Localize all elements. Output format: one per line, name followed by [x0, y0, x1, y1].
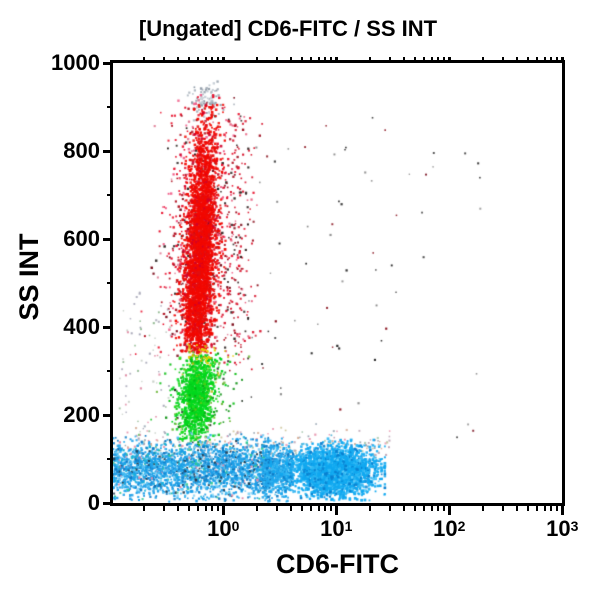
x-tick-label: 101: [320, 516, 353, 541]
x-major-tick: [447, 505, 451, 515]
x-top-tick: [324, 57, 327, 60]
x-axis-label: CD6-FITC: [276, 549, 399, 579]
x-top-tick: [550, 57, 553, 60]
plot-title: [Ungated] CD6-FITC / SS INT: [138, 16, 438, 41]
x-minor-tick: [437, 505, 440, 511]
x-top-tick: [204, 57, 207, 60]
x-minor-tick: [310, 505, 313, 511]
x-minor-tick: [502, 505, 505, 511]
x-top-tick: [556, 57, 559, 60]
x-top-tick: [188, 57, 191, 60]
y-major-tick: [103, 237, 113, 241]
x-minor-tick: [197, 505, 200, 511]
x-minor-tick: [276, 505, 279, 511]
x-top-tick: [276, 57, 279, 60]
x-minor-tick: [414, 505, 417, 511]
x-top-tick: [301, 57, 304, 60]
x-major-tick: [221, 505, 225, 515]
x-minor-tick: [177, 505, 180, 511]
x-top-tick: [560, 57, 564, 60]
x-minor-tick: [301, 505, 304, 511]
x-top-tick: [536, 57, 539, 60]
y-major-tick: [103, 501, 113, 505]
x-top-tick: [211, 57, 214, 60]
y-major-tick: [103, 325, 113, 329]
x-minor-tick: [330, 505, 333, 511]
scatter-canvas[interactable]: [113, 63, 562, 503]
x-top-tick: [163, 57, 166, 60]
x-top-tick: [330, 57, 333, 60]
x-top-tick: [197, 57, 200, 60]
y-minor-tick: [107, 370, 113, 372]
x-minor-tick: [550, 505, 553, 511]
x-minor-tick: [536, 505, 539, 511]
x-minor-tick: [543, 505, 546, 511]
y-minor-tick: [107, 106, 113, 108]
x-top-tick: [217, 57, 220, 60]
y-major-tick: [103, 61, 113, 65]
y-tick-label: 0: [87, 490, 100, 515]
x-top-tick: [437, 57, 440, 60]
x-minor-tick: [317, 505, 320, 511]
x-top-tick: [403, 57, 406, 60]
x-minor-tick: [403, 505, 406, 511]
x-minor-tick: [163, 505, 166, 511]
x-major-tick: [334, 505, 338, 515]
y-tick-label: 400: [63, 314, 100, 339]
y-major-tick: [103, 413, 113, 417]
x-top-tick: [543, 57, 546, 60]
x-top-tick: [414, 57, 417, 60]
x-top-tick: [143, 57, 146, 60]
y-minor-tick: [107, 282, 113, 284]
x-minor-tick: [369, 505, 372, 511]
x-minor-tick: [256, 505, 259, 511]
y-tick-label: 200: [63, 402, 100, 427]
x-top-tick: [369, 57, 372, 60]
x-top-tick: [527, 57, 530, 60]
x-top-tick: [389, 57, 392, 60]
x-minor-tick: [290, 505, 293, 511]
x-minor-tick: [143, 505, 146, 511]
x-minor-tick: [516, 505, 519, 511]
y-major-tick: [103, 149, 113, 153]
x-major-tick: [560, 505, 564, 515]
x-top-tick: [423, 57, 426, 60]
x-minor-tick: [527, 505, 530, 511]
x-top-tick: [443, 57, 446, 60]
x-minor-tick: [482, 505, 485, 511]
y-minor-tick: [107, 458, 113, 460]
y-tick-label: 600: [63, 226, 100, 251]
x-top-tick: [310, 57, 313, 60]
x-tick-label: 103: [546, 516, 579, 541]
x-minor-tick: [443, 505, 446, 511]
x-top-tick: [221, 57, 225, 60]
x-minor-tick: [423, 505, 426, 511]
x-minor-tick: [217, 505, 220, 511]
x-top-tick: [482, 57, 485, 60]
y-minor-tick: [107, 194, 113, 196]
x-top-tick: [502, 57, 505, 60]
x-tick-label: 102: [433, 516, 466, 541]
x-top-tick: [317, 57, 320, 60]
x-top-tick: [256, 57, 259, 60]
x-minor-tick: [204, 505, 207, 511]
y-tick-label: 1000: [51, 50, 100, 75]
x-top-tick: [177, 57, 180, 60]
x-minor-tick: [324, 505, 327, 511]
x-top-tick: [430, 57, 433, 60]
x-minor-tick: [211, 505, 214, 511]
x-minor-tick: [188, 505, 191, 511]
x-top-tick: [334, 57, 338, 60]
x-top-tick: [290, 57, 293, 60]
x-minor-tick: [430, 505, 433, 511]
x-top-tick: [516, 57, 519, 60]
y-tick-label: 800: [63, 138, 100, 163]
x-minor-tick: [389, 505, 392, 511]
x-tick-label: 100: [207, 516, 240, 541]
x-minor-tick: [556, 505, 559, 511]
x-top-tick: [447, 57, 451, 60]
